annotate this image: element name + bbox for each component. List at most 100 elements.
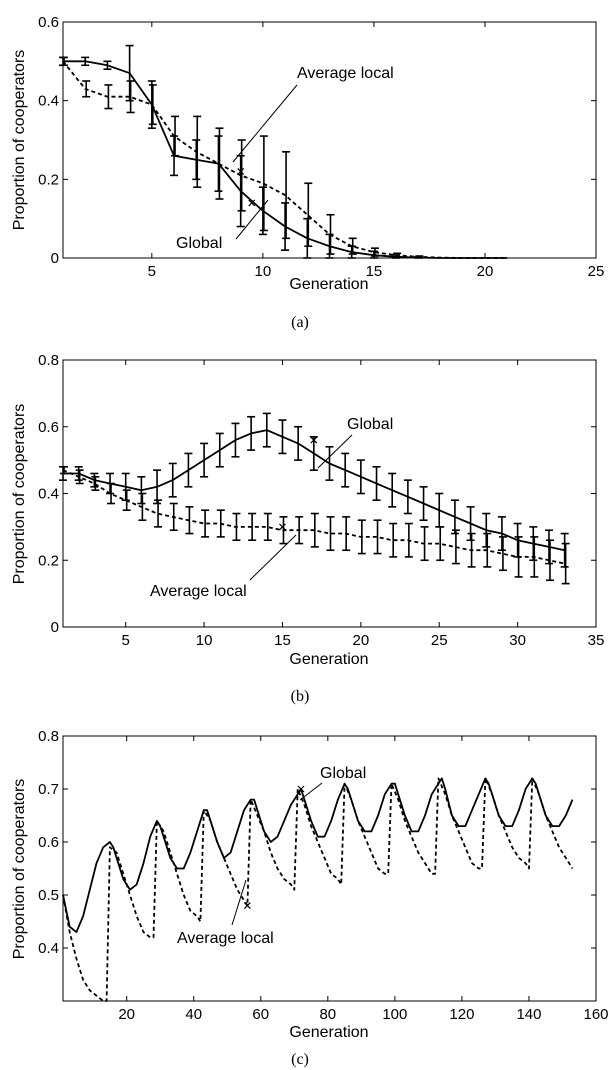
panel-a-ticks: 5 10 15 20 25 0 0.2 0.4 0.6 (38, 14, 604, 280)
panel-b-series-global-errorbar (184, 452, 193, 488)
panel-c-annotation-average-local-arrow (231, 879, 247, 926)
panel-c-annotation-average-local: Average local (177, 930, 274, 947)
panel-b-series-global-errorbar (231, 422, 240, 458)
panel-a-xtick-label: 15 (366, 263, 383, 280)
panel-b-series-global-errorbar (435, 492, 444, 528)
panel-b-series-average-local-errorbar (404, 522, 413, 558)
panel-b-series-average-local-errorbar (545, 539, 554, 582)
panel-c-ylabel: Proportion of cooperators (11, 779, 28, 960)
panel-b-series-average-local-errorbar (138, 492, 147, 522)
panel-a-series-average-local-errorbar (304, 182, 313, 247)
panel-b-series-average-local-errorbar (295, 516, 304, 545)
panel-b-series-global-errorbar (372, 465, 381, 501)
panel-b-series-global-errorbar (356, 459, 365, 495)
panel-a-series-average-local-errorbar (282, 151, 291, 240)
panel-a-annotation-average-local-arrow (232, 84, 298, 163)
panel-b-series-average-local-errorbar (530, 536, 539, 578)
panel-a-series-global-errorbar (147, 80, 156, 129)
panel-a-series-global-errorbar (192, 139, 201, 181)
panel-b-series-average-local-errorbar (248, 512, 257, 542)
panel-a: 5 10 15 20 25 0 0.2 0.4 0.6 Generation Proportio… (11, 14, 604, 331)
panel-c-ytick-label: 0.5 (38, 887, 59, 904)
panel-b-series-average-local-errorbar (326, 516, 335, 552)
panel-b-series-global-errorbar (309, 435, 318, 471)
panel-b-series-average-local-errorbar (91, 476, 100, 491)
panel-b-series-global-errorbar (529, 526, 538, 562)
panel-b-series-global-errorbar (247, 415, 256, 451)
panel-a-series-average-local-errorbar (148, 84, 157, 126)
panel-b-series-average-local-errorbar (420, 526, 429, 562)
panel-a-ytick-label: 0.2 (38, 171, 59, 188)
panel-a-series-average-local-line (62, 60, 508, 259)
panel-c-ytick-label: 0.4 (38, 940, 59, 957)
panel-b-series-global-errorbar (74, 465, 83, 481)
panel-a-annotation-global-arrow (235, 199, 269, 240)
panel-b-series-average-local-errorbar (185, 506, 194, 535)
panel-b-plot (59, 412, 570, 585)
panel-b-annotation-average-local-arrow (249, 534, 297, 581)
panel-a-xlabel: Generation (289, 276, 368, 293)
panel-b-series-global-errorbar (294, 425, 303, 461)
panel-a-series-global-errorbar (281, 202, 290, 251)
panel-b-series-global-errorbar (466, 506, 475, 542)
panel-b-annotation-average-local-marker (279, 523, 286, 531)
panel-a-series-average-local-errorbar (348, 237, 357, 255)
panel-b-ytick-label: 0 (51, 619, 59, 636)
panel-b-series-average-local-errorbar (107, 482, 116, 505)
panel-b-series-global-errorbar (341, 452, 350, 488)
panel-b-series-average-local-line (62, 469, 565, 565)
panel-c-annotation-global: Global (320, 765, 366, 782)
panel-b-series-global-errorbar (200, 442, 209, 478)
panel-b-series-global-errorbar (497, 516, 506, 552)
panel-b-series-global-errorbar (262, 412, 271, 448)
panel-b-annotation-average-local: Average local (150, 583, 247, 600)
panel-a-series-average-local-errorbar (126, 80, 135, 114)
panel-c-xtick-label: 140 (516, 1006, 541, 1023)
panel-a-series-average-local-errorbar (171, 115, 180, 157)
panel-c-annotation-global-marker (297, 785, 305, 793)
panel-b-series-average-local-errorbar (263, 512, 272, 542)
panel-a-series-average-local-errorbar (370, 247, 379, 257)
panel-b-xtick-label: 35 (588, 632, 605, 649)
panel-a-series-average-local-errorbar (326, 213, 335, 255)
panel-b-series-global-errorbar (560, 532, 569, 568)
panel-a-series-average-local-errorbar (393, 252, 402, 259)
panel-c-xtick-label: 80 (319, 1006, 336, 1023)
panel-b-series-average-local-errorbar (498, 536, 507, 572)
panel-a-xtick-label: 5 (148, 263, 156, 280)
panel-b-series-global-errorbar (419, 486, 428, 522)
panel-c: 20 40 60 80 100 120 140 160 0.4 0.5 0.6 0.7 0.8 Gene… (11, 728, 609, 1068)
panel-a-series-global-errorbar (81, 56, 90, 67)
panel-a-axes-box (62, 21, 597, 259)
panel-b-ticks: 5 10 15 20 25 30 35 0 0.2 0.4 0.6 0.8 (38, 352, 604, 649)
panel-b-xtick-label: 25 (431, 632, 448, 649)
panel-a-xtick-label: 25 (588, 263, 605, 280)
panel-a-xtick-label: 20 (477, 263, 494, 280)
panel-c-annotation-average-local-marker (243, 902, 251, 910)
panel-a-caption: (a) (291, 314, 309, 331)
panel-b-series-global-errorbar (403, 479, 412, 515)
panel-b-series-global-errorbar (482, 512, 491, 548)
panel-b-series-average-local-errorbar (75, 469, 84, 485)
panel-c-ytick-label: 0.6 (38, 834, 59, 851)
panel-a-series-average-local-errorbar (82, 80, 91, 98)
panel-b-series-global-errorbar (153, 469, 162, 505)
panel-b-ytick-label: 0.6 (38, 419, 59, 436)
panel-a-annotation-global-marker (248, 199, 256, 207)
panel-a-series-average-local-errorbar (415, 255, 424, 259)
panel-c-xtick-label: 120 (449, 1006, 474, 1023)
panel-a-series-average-local-errorbar (193, 115, 202, 188)
panel-c-plot (62, 777, 574, 1002)
panel-b-series-average-local-errorbar (357, 519, 366, 555)
panel-c-xtick-label: 160 (583, 1006, 608, 1023)
panel-c-xtick-label: 40 (185, 1006, 202, 1023)
panel-a-ytick-label: 0.6 (38, 14, 59, 31)
panel-c-series-average-local-line (62, 777, 574, 1002)
panel-a-ytick-label: 0.4 (38, 93, 59, 110)
panel-c-ticks: 20 40 60 80 100 120 140 160 0.4 0.5 0.6 0.7 0.8 (38, 728, 608, 1023)
panel-a-xtick-label: 10 (255, 263, 272, 280)
panel-a-series-average-local-errorbar (104, 84, 113, 110)
panel-b-caption: (b) (291, 688, 310, 705)
panel-b-series-average-local-errorbar (201, 509, 210, 538)
